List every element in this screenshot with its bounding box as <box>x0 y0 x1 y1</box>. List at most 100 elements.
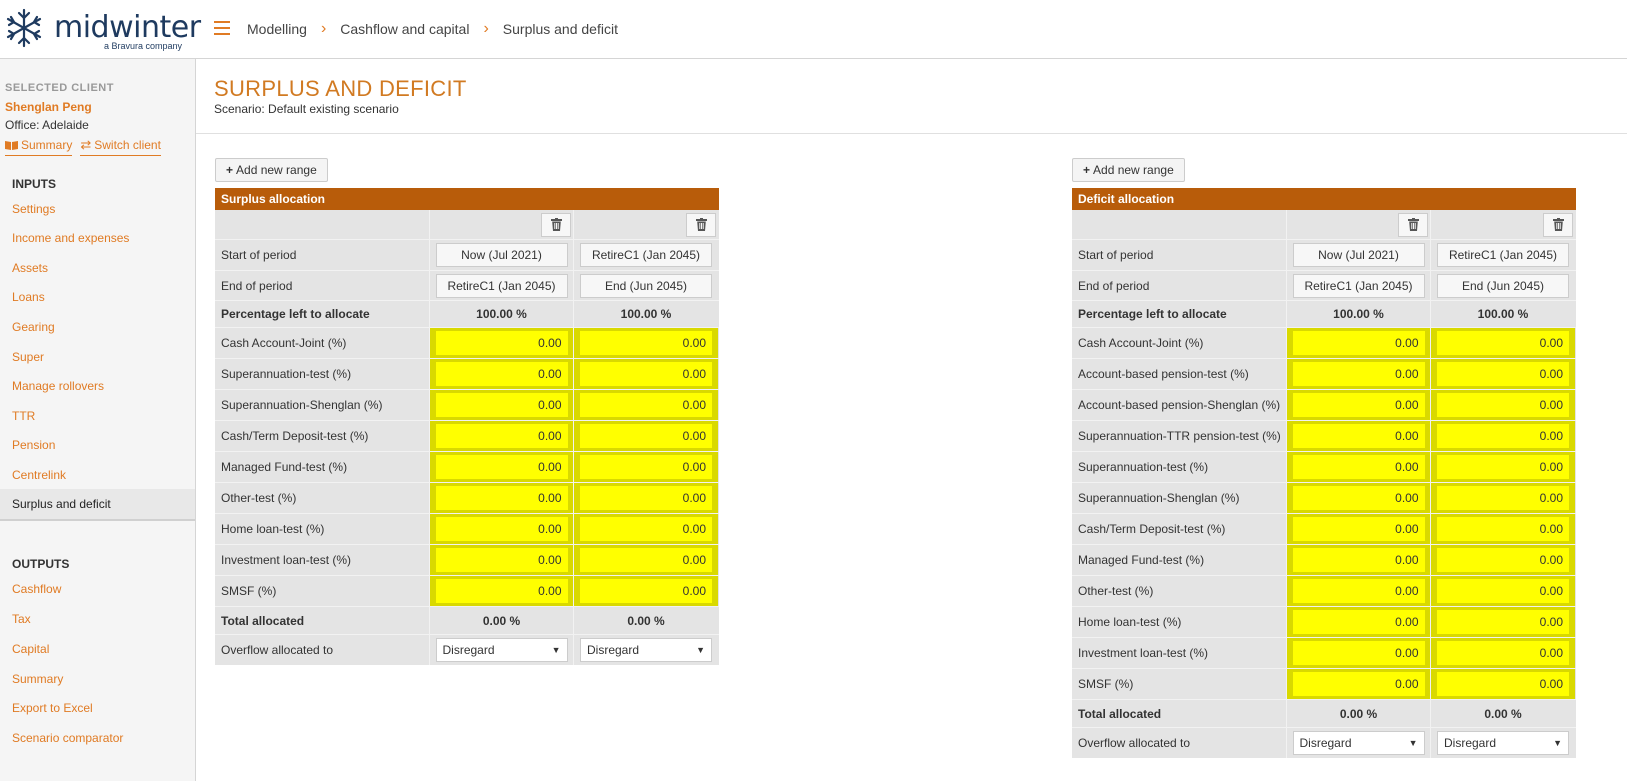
allocation-percent-input[interactable] <box>435 579 568 603</box>
sidebar-item-cashflow[interactable]: Cashflow <box>12 582 62 596</box>
overflow-select[interactable]: Disregard ▼ <box>580 638 712 662</box>
allocation-percent-input[interactable] <box>1437 455 1569 479</box>
allocation-row-label: Other-test (%) <box>1072 576 1287 606</box>
allocation-percent-input[interactable] <box>435 393 568 417</box>
allocation-percent-input[interactable] <box>580 548 712 572</box>
percentage-left-row: Percentage left to allocate 100.00 % 100… <box>215 301 719 328</box>
delete-range-button[interactable] <box>686 212 716 237</box>
allocation-percent-input[interactable] <box>1292 393 1425 417</box>
sidebar-item-manage-rollovers[interactable]: Manage rollovers <box>12 379 105 393</box>
sidebar-item-super[interactable]: Super <box>12 350 45 364</box>
range-actions-row <box>215 210 719 240</box>
sidebar-item-income-expenses[interactable]: Income and expenses <box>12 231 130 245</box>
overflow-select[interactable]: Disregard ▼ <box>435 638 568 662</box>
logo[interactable]: midwinter a Bravura company <box>4 6 201 52</box>
allocation-percent-input[interactable] <box>1437 424 1569 448</box>
client-name[interactable]: Shenglan Peng <box>5 100 92 114</box>
allocation-percent-input[interactable] <box>580 362 712 386</box>
allocation-row: Home loan-test (%) <box>215 514 719 545</box>
allocation-percent-input[interactable] <box>435 362 568 386</box>
sidebar-item-scenario-comparator[interactable]: Scenario comparator <box>12 731 124 745</box>
allocation-row-label: Account-based pension-Shenglan (%) <box>1072 390 1287 420</box>
start-period-button[interactable]: Now (Jul 2021) <box>1292 243 1425 267</box>
sidebar-item-pension[interactable]: Pension <box>12 438 56 452</box>
sidebar-item-surplus-deficit[interactable]: Surplus and deficit <box>0 489 195 521</box>
sidebar-item-loans[interactable]: Loans <box>12 290 45 304</box>
allocation-percent-input[interactable] <box>580 424 712 448</box>
allocation-percent-input[interactable] <box>1437 517 1569 541</box>
allocation-percent-input[interactable] <box>1437 610 1569 634</box>
delete-range-button[interactable] <box>541 212 571 237</box>
end-period-button[interactable]: End (Jun 2045) <box>580 273 712 298</box>
delete-range-button[interactable] <box>1398 212 1428 237</box>
end-period-button[interactable]: RetireC1 (Jan 2045) <box>1292 273 1425 298</box>
allocation-percent-input[interactable] <box>435 548 568 572</box>
allocation-percent-input[interactable] <box>1292 331 1425 355</box>
allocation-percent-input[interactable] <box>580 486 712 510</box>
allocation-row-label: Cash/Term Deposit-test (%) <box>215 421 430 451</box>
allocation-percent-input[interactable] <box>1292 579 1425 603</box>
sidebar-item-ttr[interactable]: TTR <box>12 409 36 423</box>
breadcrumb-modelling[interactable]: Modelling <box>247 21 307 37</box>
allocation-percent-input[interactable] <box>1292 548 1425 572</box>
allocation-percent-input[interactable] <box>1292 424 1425 448</box>
allocation-percent-input[interactable] <box>580 517 712 541</box>
allocation-percent-input[interactable] <box>1292 486 1425 510</box>
allocation-row-label: Superannuation-Shenglan (%) <box>215 390 430 420</box>
allocation-row: Managed Fund-test (%) <box>1072 545 1576 576</box>
allocation-percent-input[interactable] <box>1437 672 1569 696</box>
allocation-percent-input[interactable] <box>1437 579 1569 603</box>
overflow-select-value: Disregard <box>442 643 495 657</box>
allocation-percent-input[interactable] <box>1292 641 1425 665</box>
sidebar-item-gearing[interactable]: Gearing <box>12 320 55 334</box>
overflow-row: Overflow allocated to Disregard ▼ Disrega… <box>1072 728 1576 758</box>
switch-client-link[interactable]: ⇄ Switch client <box>80 137 161 156</box>
allocation-percent-input[interactable] <box>435 486 568 510</box>
start-period-button[interactable]: Now (Jul 2021) <box>435 243 568 267</box>
allocation-row-label: Home loan-test (%) <box>215 514 430 544</box>
allocation-percent-input[interactable] <box>435 424 568 448</box>
allocation-percent-input[interactable] <box>1292 610 1425 634</box>
allocation-percent-input[interactable] <box>1437 548 1569 572</box>
sidebar-item-summary[interactable]: Summary <box>12 672 64 686</box>
sidebar-item-settings[interactable]: Settings <box>12 202 56 216</box>
overflow-select[interactable]: Disregard ▼ <box>1437 731 1569 755</box>
end-period-button[interactable]: RetireC1 (Jan 2045) <box>435 273 568 298</box>
allocation-percent-input[interactable] <box>435 517 568 541</box>
allocation-percent-input[interactable] <box>580 331 712 355</box>
allocation-percent-input[interactable] <box>1437 362 1569 386</box>
summary-link-label: Summary <box>21 138 73 152</box>
plus-icon: + <box>226 163 234 177</box>
allocation-percent-input[interactable] <box>1437 486 1569 510</box>
add-deficit-range-button[interactable]: + Add new range <box>1072 158 1185 182</box>
allocation-percent-input[interactable] <box>1437 331 1569 355</box>
breadcrumb-cashflow-capital[interactable]: Cashflow and capital <box>340 21 470 37</box>
start-period-button[interactable]: RetireC1 (Jan 2045) <box>580 243 712 267</box>
allocation-percent-input[interactable] <box>1292 672 1425 696</box>
allocation-percent-input[interactable] <box>580 455 712 479</box>
sidebar-item-centrelink[interactable]: Centrelink <box>12 468 67 482</box>
sidebar-item-assets[interactable]: Assets <box>12 261 49 275</box>
delete-range-button[interactable] <box>1543 212 1573 237</box>
sidebar-item-tax[interactable]: Tax <box>12 612 31 626</box>
total-allocated-label: Total allocated <box>215 607 430 634</box>
allocation-percent-input[interactable] <box>580 579 712 603</box>
add-surplus-range-button[interactable]: + Add new range <box>215 158 328 182</box>
overflow-select[interactable]: Disregard ▼ <box>1292 731 1425 755</box>
sidebar-item-capital[interactable]: Capital <box>12 642 50 656</box>
allocation-percent-input[interactable] <box>1292 455 1425 479</box>
summary-link[interactable]: Summary <box>5 137 73 156</box>
allocation-percent-input[interactable] <box>1292 517 1425 541</box>
allocation-percent-input[interactable] <box>1437 641 1569 665</box>
breadcrumb-surplus-deficit: Surplus and deficit <box>502 21 618 37</box>
start-of-period-row: Start of period Now (Jul 2021) RetireC1 … <box>1072 240 1576 271</box>
allocation-percent-input[interactable] <box>1292 362 1425 386</box>
allocation-percent-input[interactable] <box>435 331 568 355</box>
allocation-percent-input[interactable] <box>435 455 568 479</box>
start-period-button[interactable]: RetireC1 (Jan 2045) <box>1437 243 1569 267</box>
hamburger-menu-icon[interactable] <box>214 21 230 35</box>
sidebar-item-export-excel[interactable]: Export to Excel <box>12 701 93 715</box>
allocation-percent-input[interactable] <box>1437 393 1569 417</box>
end-period-button[interactable]: End (Jun 2045) <box>1437 273 1569 298</box>
allocation-percent-input[interactable] <box>580 393 712 417</box>
